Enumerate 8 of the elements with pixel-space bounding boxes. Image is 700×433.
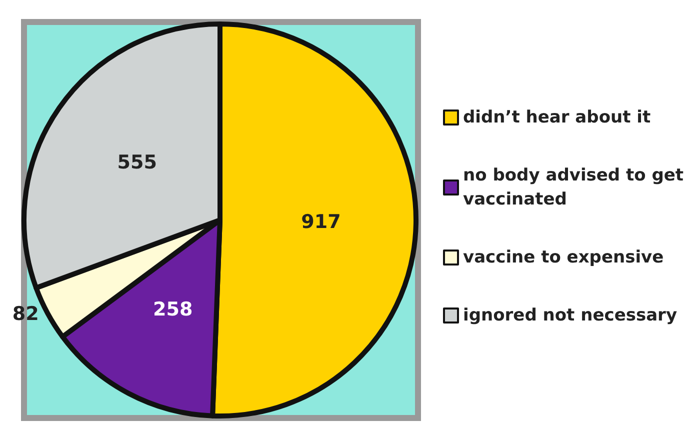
- legend-label: vaccine to expensive: [463, 248, 664, 268]
- legend-label: didn’t hear about it: [463, 108, 651, 128]
- data-label: 917: [301, 210, 341, 233]
- legend-label: ignored not necessary: [463, 306, 678, 326]
- data-label: 258: [153, 298, 193, 320]
- data-label: 555: [117, 151, 157, 174]
- legend-label: no body advised to get vaccinated: [463, 166, 690, 210]
- data-label: 82: [12, 303, 39, 326]
